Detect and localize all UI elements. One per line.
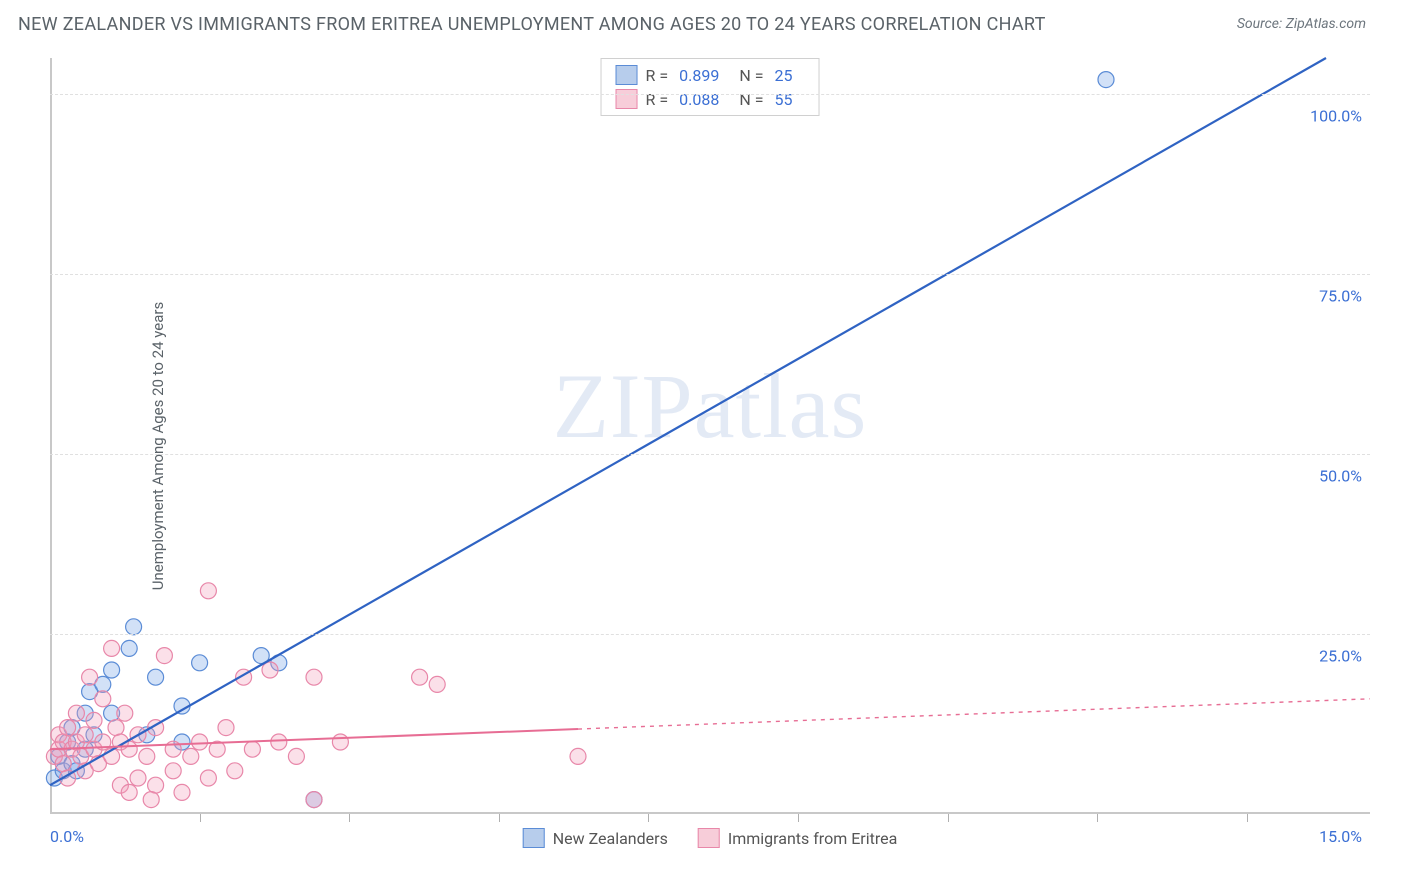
data-point [156,648,172,664]
data-point [165,763,181,779]
legend-row: R = 0.088 N = 55 [616,87,805,111]
legend-item: Immigrants from Eritrea [698,828,897,848]
legend-label: New Zealanders [553,829,668,848]
data-point [412,669,428,685]
trendline-dashed [578,699,1370,729]
data-point [121,640,137,656]
x-tick-mark [1247,814,1248,822]
legend-swatch [523,828,545,848]
data-point [183,748,199,764]
data-point [174,784,190,800]
data-point [104,640,120,656]
data-point [1098,72,1114,88]
data-point [262,662,278,678]
data-point [130,770,146,786]
plot-svg [50,58,1370,848]
data-point [218,720,234,736]
legend-row: R = 0.899 N = 25 [616,63,805,87]
data-point [429,676,445,692]
data-point [143,792,159,808]
gridline [50,454,1370,455]
chart-title: NEW ZEALANDER VS IMMIGRANTS FROM ERITREA… [18,14,1046,35]
data-point [288,748,304,764]
series-legend: New Zealanders Immigrants from Eritrea [523,828,898,848]
gridline [50,94,1370,95]
x-tick-mark [499,814,500,822]
gridline [50,274,1370,275]
data-point [139,748,155,764]
data-point [95,691,111,707]
gridline [50,634,1370,635]
legend-r-value: 0.088 [679,90,719,109]
legend-swatch [616,65,638,85]
data-point [121,784,137,800]
chart-area: ZIPatlas R =0.899N =25R =0.088N =55 New … [50,58,1370,848]
data-point [200,583,216,599]
legend-item: New Zealanders [523,828,668,848]
legend-swatch [698,828,720,848]
legend-swatch [616,89,638,109]
x-tick-label: 15.0% [1319,827,1362,846]
source-text: Source: ZipAtlas.com [1237,16,1366,32]
data-point [108,720,124,736]
data-point [77,727,93,743]
x-tick-mark [648,814,649,822]
trendline [50,58,1326,785]
x-tick-label: 0.0% [50,827,84,846]
data-point [192,655,208,671]
data-point [570,748,586,764]
legend-r-label: R = [646,66,669,85]
legend-n-value: 55 [774,90,792,109]
data-point [82,669,98,685]
data-point [55,756,71,772]
legend-n-label: N = [739,66,763,85]
data-point [104,662,120,678]
data-point [148,777,164,793]
data-point [60,720,76,736]
legend-n-label: N = [739,90,763,109]
data-point [306,792,322,808]
legend-r-label: R = [646,90,669,109]
data-point [117,705,133,721]
x-tick-mark [349,814,350,822]
y-tick-label: 50.0% [1319,467,1362,486]
data-point [86,712,102,728]
data-point [271,734,287,750]
legend-label: Immigrants from Eritrea [728,829,897,848]
x-tick-mark [1097,814,1098,822]
y-tick-label: 25.0% [1319,647,1362,666]
data-point [148,669,164,685]
data-point [332,734,348,750]
data-point [244,741,260,757]
legend-r-value: 0.899 [679,66,719,85]
y-tick-label: 75.0% [1319,287,1362,306]
data-point [227,763,243,779]
data-point [200,770,216,786]
data-point [306,669,322,685]
y-tick-label: 100.0% [1310,107,1362,126]
data-point [68,705,84,721]
correlation-legend: R = 0.899 N = 25 R = 0.088 N = 55 [601,58,820,116]
x-tick-mark [798,814,799,822]
x-tick-mark [948,814,949,822]
legend-n-value: 25 [774,66,792,85]
x-tick-mark [200,814,201,822]
data-point [192,734,208,750]
data-point [126,619,142,635]
